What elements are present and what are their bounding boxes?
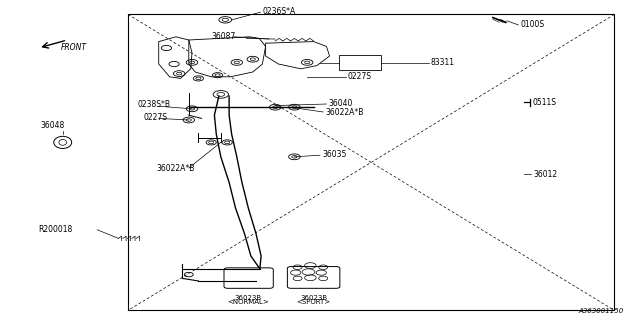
Bar — [128, 14, 614, 310]
Text: R200018: R200018 — [38, 225, 73, 234]
Text: 36023B: 36023B — [235, 295, 262, 301]
Text: 36087: 36087 — [211, 32, 236, 41]
Text: <SPORT>: <SPORT> — [296, 299, 331, 305]
Text: 36012: 36012 — [533, 170, 557, 179]
Text: 36035: 36035 — [322, 150, 346, 159]
Text: 0100S: 0100S — [520, 20, 545, 29]
Text: 83311: 83311 — [431, 58, 455, 67]
Text: 36022A*B: 36022A*B — [325, 108, 364, 116]
Text: 0227S: 0227S — [348, 72, 372, 81]
Text: 0238S*B: 0238S*B — [138, 100, 171, 109]
Text: 36022A*B: 36022A*B — [157, 164, 195, 173]
Text: A363001150: A363001150 — [579, 308, 624, 314]
Text: 0511S: 0511S — [532, 98, 557, 107]
Text: <NORMAL>: <NORMAL> — [227, 299, 269, 305]
Text: 36040: 36040 — [328, 99, 353, 108]
Bar — [339, 55, 381, 70]
Text: 36023B: 36023B — [300, 295, 327, 301]
Text: 36048: 36048 — [40, 121, 65, 130]
Text: 0227S: 0227S — [144, 113, 168, 122]
Text: 0236S*A: 0236S*A — [262, 7, 296, 16]
Text: FRONT: FRONT — [61, 43, 87, 52]
